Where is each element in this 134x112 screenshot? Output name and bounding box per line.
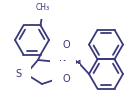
Text: CH₃: CH₃ xyxy=(35,3,50,12)
Text: S: S xyxy=(15,69,21,79)
Text: O: O xyxy=(62,40,70,50)
Text: O: O xyxy=(62,74,70,84)
Text: N: N xyxy=(59,53,67,63)
